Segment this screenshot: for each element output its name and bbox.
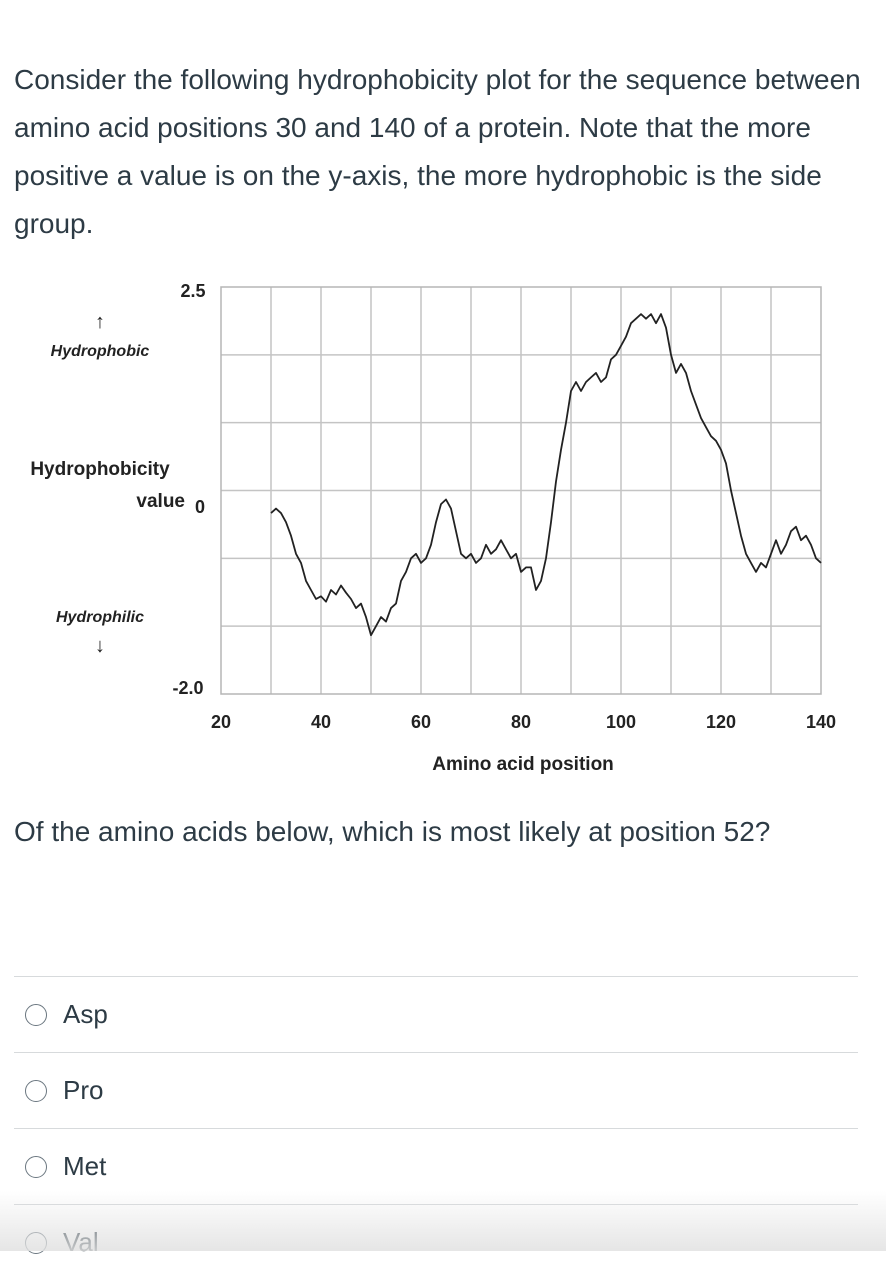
ylabel-line-2: value	[136, 491, 185, 512]
y-tick-label: -2.0	[172, 678, 203, 698]
hydrophilic-label: Hydrophilic	[56, 609, 144, 626]
radio-button-icon[interactable]	[25, 1155, 47, 1178]
x-tick-label: 20	[211, 712, 231, 732]
down-arrow-icon: ↓	[95, 635, 105, 657]
answer-option-met[interactable]: Met	[14, 1128, 858, 1204]
x-tick-label: 40	[311, 712, 331, 732]
up-arrow-icon: ↑	[95, 311, 105, 333]
hydrophobicity-line	[270, 313, 822, 637]
answer-option-val[interactable]: Val	[14, 1204, 858, 1280]
answer-label: Asp	[63, 999, 108, 1029]
answer-list: Asp Pro Met Val	[14, 976, 858, 1280]
ylabel-line-1: Hydrophobicity	[30, 459, 170, 480]
radio-button-icon[interactable]	[25, 1003, 47, 1026]
y-tick-label: 2.5	[180, 281, 205, 301]
radio-button-icon[interactable]	[25, 1231, 47, 1254]
radio-button-icon[interactable]	[25, 1079, 47, 1102]
x-tick-label: 140	[806, 712, 836, 732]
hydrophobicity-plot: ↑ Hydrophobic Hydrophobicity value Hydro…	[30, 281, 836, 775]
plot-frame	[220, 286, 822, 695]
x-tick-label: 80	[511, 712, 531, 732]
question-prompt: Of the amino acids below, which is most …	[14, 816, 771, 847]
answer-option-asp[interactable]: Asp	[14, 976, 858, 1052]
plot-grid	[221, 287, 821, 694]
x-tick-label: 120	[706, 712, 736, 732]
x-tick-label: 100	[606, 712, 636, 732]
y-tick-label: 0	[195, 497, 205, 517]
x-tick-labels: 20 40 60 80 100 120 140	[211, 712, 836, 732]
answer-label: Met	[63, 1151, 107, 1181]
answer-option-pro[interactable]: Pro	[14, 1052, 858, 1128]
hydrophobic-label: Hydrophobic	[51, 343, 150, 360]
question-text: Consider the following hydrophobicity pl…	[14, 64, 861, 239]
answer-label: Pro	[63, 1075, 104, 1105]
x-tick-label: 60	[411, 712, 431, 732]
hydrophobicity-plot-figure: ↑ Hydrophobic Hydrophobicity value Hydro…	[0, 270, 886, 790]
answer-label: Val	[63, 1227, 99, 1257]
x-axis-label: Amino acid position	[432, 754, 614, 775]
